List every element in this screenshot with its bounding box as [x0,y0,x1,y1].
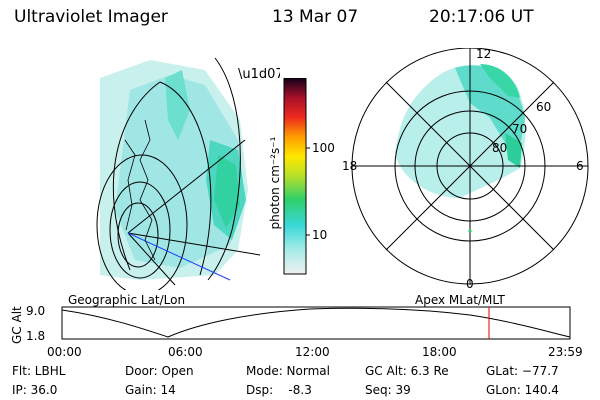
lat-label-70: 70 [512,122,527,136]
alt-ytick-1-8: 1.8 [26,329,46,343]
alt-ytick-9: 9.0 [26,304,46,318]
alt-xtick-1200: 12:00 [295,345,330,359]
meta-mode: Mode: Normal [246,364,330,378]
colorbar-unit-label: photon cm⁻²s⁻¹ [268,136,282,230]
instrument-title: Ultraviolet Imager [14,7,168,27]
meta-glat: GLat: −77.7 [486,364,559,378]
polar-uv-image [395,64,526,198]
mlt-label-18: 18 [342,159,357,173]
meta-glon: GLon: 140.4 [486,383,559,397]
lat-label-60: 60 [536,100,551,114]
geographic-map: \u1d07 [96,57,280,290]
lat-label-80: 80 [492,141,507,155]
meta-seq: Seq: 39 [365,383,411,397]
colorbar [283,78,310,275]
alt-xtick-0000: 00:00 [47,345,82,359]
mlt-label-12: 12 [476,48,491,61]
polar-plot: 12 18 6 0 60 70 80 [342,48,589,288]
time-label: 20:17:06 UT [429,7,534,27]
geo-marker-glyph: \u1d07 [238,67,280,82]
altitude-plot [61,306,571,340]
geo-caption: Geographic Lat/Lon [68,293,186,307]
polar-grid [351,48,589,285]
meta-flt: Flt: LBHL [12,364,66,378]
alt-xtick-2359: 23:59 [548,345,583,359]
mlt-label-6: 6 [576,159,584,173]
geo-uv-image [100,60,248,280]
meta-gcalt: GC Alt: 6.3 Re [365,364,449,378]
date-label: 13 Mar 07 [272,7,359,27]
meta-ip: IP: 36.0 [12,383,58,397]
apex-caption: Apex MLat/MLT [415,293,505,307]
geo-grid [96,57,261,290]
altitude-ylabel: GC Alt [10,306,24,344]
alt-xtick-0600: 06:00 [168,345,203,359]
meta-dsp: Dsp: -8.3 [246,383,312,397]
colorbar-tick-10: 10 [312,228,328,242]
meta-gain: Gain: 14 [125,383,176,397]
alt-xtick-1800: 18:00 [422,345,457,359]
colorbar-tick-100: 100 [312,141,335,155]
meta-door: Door: Open [125,364,194,378]
mlt-label-0: 0 [466,277,474,288]
